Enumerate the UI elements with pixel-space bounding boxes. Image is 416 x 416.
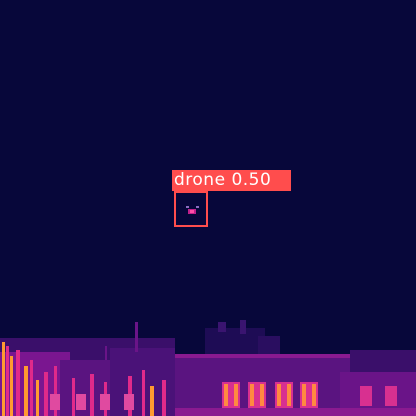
detection-class: drone xyxy=(174,170,226,190)
detection-label: drone 0.50 xyxy=(172,170,291,191)
detection-bounding-box xyxy=(174,191,208,227)
drone-heat-signature xyxy=(186,206,199,214)
vegetation-heat xyxy=(0,322,175,416)
building-silhouette xyxy=(175,320,416,416)
detection-confidence: 0.50 xyxy=(231,170,272,190)
